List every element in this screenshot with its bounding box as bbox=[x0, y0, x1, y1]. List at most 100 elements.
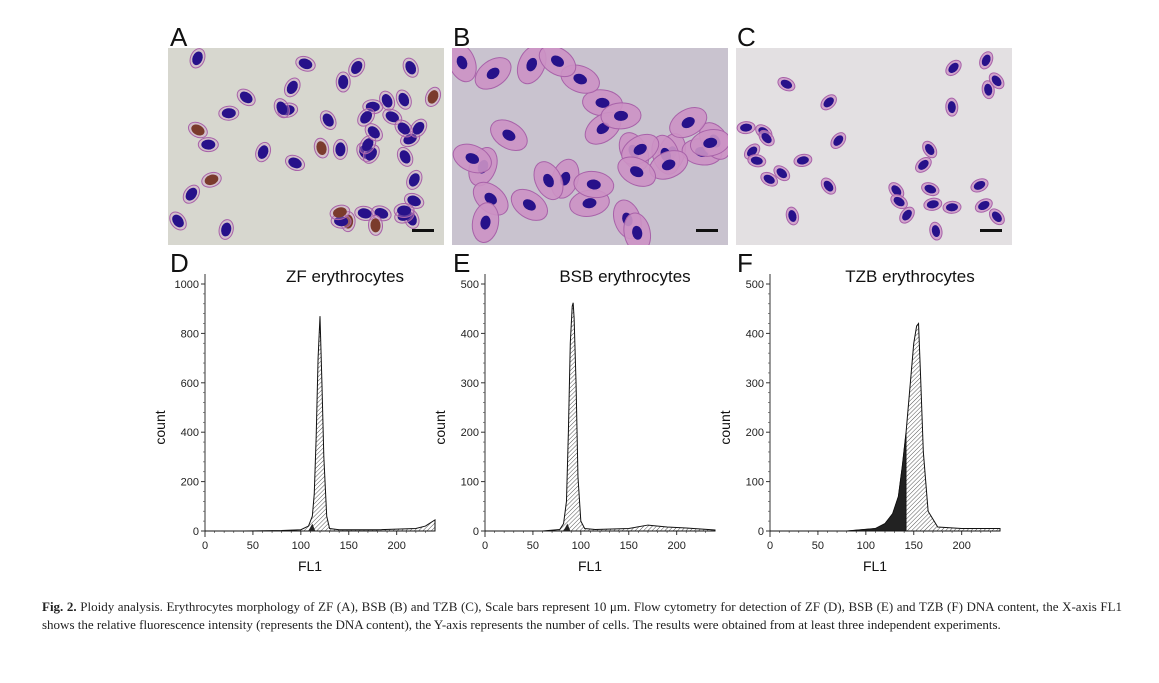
x-tick-label: 0 bbox=[767, 540, 773, 552]
micrograph-background bbox=[736, 48, 1012, 245]
y-tick-label: 400 bbox=[181, 427, 199, 439]
histogram-gated-area bbox=[308, 523, 316, 531]
histogram-area bbox=[205, 316, 436, 532]
erythrocyte bbox=[201, 171, 222, 188]
erythrocyte bbox=[273, 98, 290, 119]
erythrocyte bbox=[689, 129, 728, 157]
x-tick-label: 50 bbox=[812, 540, 824, 552]
erythrocyte bbox=[348, 57, 366, 78]
x-tick-label: 150 bbox=[620, 540, 638, 552]
erythrocyte bbox=[406, 169, 423, 190]
histogram-e-svg: BSB erythrocytes 0 100 200 300 400 500 0 50 100 15… bbox=[432, 267, 716, 574]
y-tick-label: 200 bbox=[181, 477, 199, 489]
erythrocyte bbox=[452, 143, 492, 174]
panel-label-c: C bbox=[737, 22, 756, 52]
erythrocyte bbox=[452, 48, 477, 83]
erythrocyte bbox=[393, 202, 415, 219]
erythrocyte bbox=[820, 177, 837, 195]
erythrocyte bbox=[295, 55, 316, 72]
erythrocyte bbox=[490, 119, 528, 151]
erythrocyte bbox=[785, 206, 800, 226]
erythrocyte bbox=[623, 212, 652, 245]
histogram-d-svg: ZF erythrocytes 0 200 400 600 800 1000 0 50 100 15… bbox=[152, 267, 436, 574]
erythrocyte bbox=[394, 119, 414, 138]
erythrocyte bbox=[218, 105, 240, 121]
erythrocyte bbox=[923, 197, 943, 211]
erythrocyte bbox=[945, 97, 959, 117]
erythrocyte bbox=[362, 99, 384, 115]
erythrocyte bbox=[218, 219, 234, 240]
erythrocyte bbox=[197, 137, 219, 153]
panel-label-e: E bbox=[453, 248, 471, 278]
erythrocyte bbox=[773, 165, 791, 182]
erythrocyte bbox=[974, 198, 993, 213]
x-tick-label: 0 bbox=[202, 540, 208, 552]
erythrocyte bbox=[182, 184, 201, 204]
histogram-d: ZF erythrocytes 0 200 400 600 800 1000 0 50 100 15… bbox=[150, 256, 436, 586]
erythrocyte bbox=[820, 94, 837, 111]
erythrocyte bbox=[617, 156, 656, 187]
caption-label: Fig. 2. bbox=[42, 599, 77, 614]
chart-title: TZB erythrocytes bbox=[845, 267, 974, 286]
y-tick-label: 300 bbox=[461, 378, 479, 390]
erythrocyte bbox=[736, 121, 756, 135]
micrograph-a bbox=[168, 48, 444, 245]
caption-text: Ploidy analysis. Erythrocytes morphology… bbox=[42, 599, 1123, 632]
erythrocyte bbox=[255, 141, 272, 163]
y-tick-label: 600 bbox=[181, 378, 199, 390]
erythrocyte bbox=[409, 118, 428, 138]
erythrocyte bbox=[354, 205, 376, 222]
chart-title: ZF erythrocytes bbox=[286, 267, 404, 286]
x-axis-label: FL1 bbox=[863, 558, 887, 574]
erythrocyte bbox=[921, 182, 940, 197]
histogram-area bbox=[770, 322, 1001, 532]
x-tick-label: 0 bbox=[482, 540, 488, 552]
y-tick-label: 100 bbox=[746, 477, 764, 489]
erythrocyte bbox=[649, 150, 689, 180]
chart-title: BSB erythrocytes bbox=[559, 267, 690, 286]
y-axis-label: count bbox=[152, 410, 168, 444]
histogram-f-svg: TZB erythrocytes 0 100 200 300 400 500 0 50 100 15… bbox=[717, 267, 1001, 574]
erythrocyte bbox=[357, 107, 376, 127]
erythrocyte bbox=[830, 132, 847, 149]
erythrocyte bbox=[283, 77, 301, 98]
erythrocyte bbox=[669, 107, 708, 139]
erythrocyte bbox=[329, 204, 351, 221]
x-tick-label: 50 bbox=[527, 540, 539, 552]
x-tick-label: 150 bbox=[340, 540, 358, 552]
x-tick-label: 100 bbox=[857, 540, 875, 552]
x-tick-label: 50 bbox=[247, 540, 259, 552]
x-axis-label: FL1 bbox=[298, 558, 322, 574]
y-tick-label: 400 bbox=[746, 328, 764, 340]
scale-bar bbox=[696, 229, 718, 232]
panel-label-f: F bbox=[737, 248, 753, 278]
y-tick-label: 400 bbox=[461, 328, 479, 340]
erythrocyte bbox=[367, 214, 384, 236]
erythrocyte bbox=[533, 161, 564, 201]
y-tick-label: 200 bbox=[746, 427, 764, 439]
erythrocyte bbox=[929, 221, 943, 241]
y-tick-label: 500 bbox=[746, 279, 764, 291]
erythrocyte bbox=[379, 90, 396, 111]
micrograph-c bbox=[736, 48, 1012, 245]
y-axis-label: count bbox=[432, 410, 448, 444]
erythrocyte bbox=[335, 71, 351, 93]
histogram-gated-area bbox=[563, 523, 571, 531]
erythrocyte bbox=[332, 138, 348, 160]
x-tick-label: 100 bbox=[572, 540, 590, 552]
erythrocyte bbox=[474, 57, 512, 90]
y-tick-label: 100 bbox=[461, 477, 479, 489]
erythrocyte bbox=[760, 171, 779, 187]
panel-label-d: D bbox=[170, 248, 189, 278]
erythrocyte bbox=[922, 140, 938, 159]
erythrocyte bbox=[888, 182, 905, 199]
erythrocyte bbox=[402, 57, 419, 78]
erythrocyte bbox=[981, 80, 995, 100]
erythrocyte bbox=[945, 59, 962, 77]
erythrocyte bbox=[890, 194, 908, 210]
erythrocyte bbox=[313, 137, 330, 159]
erythrocyte bbox=[899, 206, 915, 224]
erythrocyte bbox=[793, 153, 813, 168]
erythrocyte bbox=[189, 48, 206, 69]
x-tick-label: 200 bbox=[952, 540, 970, 552]
